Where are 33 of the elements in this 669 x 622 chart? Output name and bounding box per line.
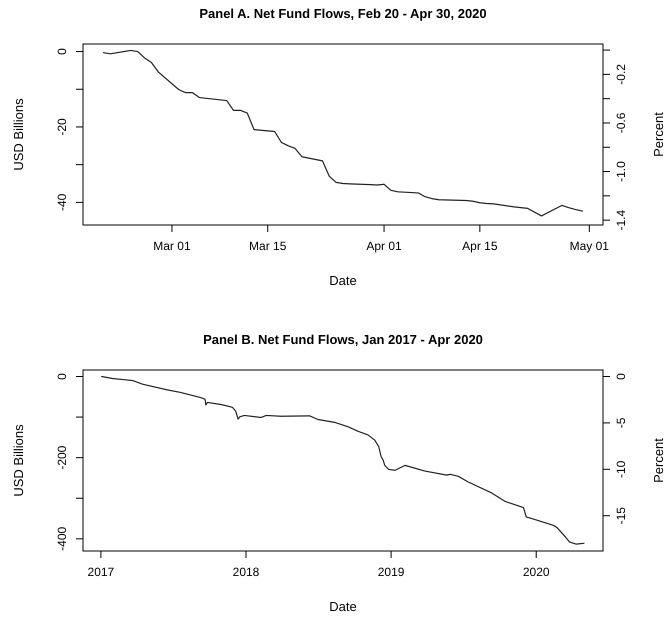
y-axis-title: USD Billions xyxy=(11,424,26,497)
y-tick-label: 0 xyxy=(55,48,69,55)
y-tick-label: -20 xyxy=(55,118,69,136)
y-tick-label: -40 xyxy=(55,193,69,212)
x-tick-label: 2019 xyxy=(378,565,405,579)
chart-title: Panel A. Net Fund Flows, Feb 20 - Apr 30, 2020 xyxy=(199,6,487,21)
x-tick-label: 2017 xyxy=(88,565,115,579)
x-tick-label: Apr 01 xyxy=(366,239,402,253)
y-axis-title: USD Billions xyxy=(11,98,26,171)
x-tick-label: Mar 15 xyxy=(249,239,287,253)
x-axis-title: Date xyxy=(329,273,357,288)
y-tick-label: -400 xyxy=(55,526,69,551)
y2-tick-label: -10 xyxy=(614,460,628,478)
y2-tick-label: -0.2 xyxy=(614,64,628,85)
x-tick-label: 2020 xyxy=(522,565,550,579)
x-tick-label: Apr 15 xyxy=(462,239,498,253)
x-tick-label: May 01 xyxy=(570,239,610,253)
x-axis-title: Date xyxy=(329,599,357,614)
line-series xyxy=(101,376,585,545)
y-tick-label: -200 xyxy=(55,445,69,470)
y2-tick-label: -0.6 xyxy=(614,112,628,134)
chart-title: Panel B. Net Fund Flows, Jan 2017 - Apr 2020 xyxy=(203,332,483,347)
y2-tick-label: -5 xyxy=(614,417,628,428)
y2-tick-label: 0 xyxy=(614,372,628,380)
y-tick-label: 0 xyxy=(55,372,69,380)
y2-axis-title: Percent xyxy=(651,112,666,157)
x-tick-label: 2018 xyxy=(232,565,260,579)
x-tick-label: Mar 01 xyxy=(153,239,191,253)
y2-axis-title: Percent xyxy=(651,438,666,483)
y2-tick-label: -1.0 xyxy=(614,160,628,182)
line-series xyxy=(102,50,584,217)
y2-tick-label: -15 xyxy=(614,506,628,524)
y2-tick-label: -1.4 xyxy=(614,209,628,230)
